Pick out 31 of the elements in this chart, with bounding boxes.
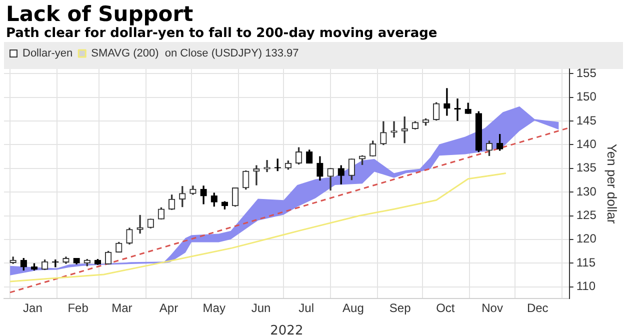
x-tick-label: Oct	[436, 301, 456, 316]
candlestick	[444, 88, 450, 116]
y-tick-label: 150	[576, 90, 597, 104]
x-tick-label: Apr	[159, 301, 178, 316]
x-tick-label: Mar	[112, 301, 132, 316]
chart-subtitle: Path clear for dollar-yen to fall to 200-day moving average	[6, 26, 438, 42]
x-tick-label: Jul	[298, 301, 314, 316]
x-tick-label: Nov	[482, 301, 503, 316]
y-tick-label: 145	[576, 113, 597, 128]
y-tick-label: 125	[576, 208, 597, 222]
legend-label: Dollar-yen	[22, 48, 73, 60]
chart-title: Lack of Support	[6, 2, 194, 26]
candlestick	[136, 214, 144, 234]
x-tick-label: Feb	[68, 301, 89, 316]
x-tick-label: Sep	[389, 301, 412, 316]
legend-label: SMAVG (200) on Close (USDJPY) 133.97	[91, 48, 299, 60]
x-tick-label: Jan	[23, 301, 42, 316]
y-tick-label: 120	[576, 232, 597, 246]
y-tick-label: 115	[576, 255, 596, 270]
x-axis-title: 2022	[270, 323, 304, 335]
y-tick-label: 130	[576, 184, 597, 198]
y-tick-label: 140	[576, 137, 597, 152]
x-tick-label: May	[202, 301, 226, 316]
x-tick-label: Aug	[342, 301, 364, 316]
x-tick-label: Jun	[251, 301, 271, 316]
y-tick-label: 155	[576, 66, 597, 80]
y-tick-label: 135	[576, 160, 597, 175]
x-tick-label: Dec	[526, 301, 548, 316]
y-tick-label: 110	[576, 279, 596, 294]
y-axis-title: Yen per dollar	[604, 144, 620, 224]
candlestick	[253, 165, 260, 186]
